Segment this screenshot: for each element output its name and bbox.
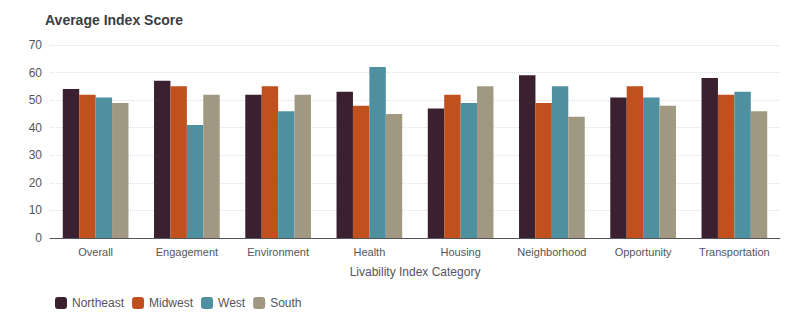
svg-text:Engagement: Engagement: [156, 246, 218, 258]
svg-text:Midwest: Midwest: [149, 296, 194, 310]
svg-text:70: 70: [29, 38, 43, 52]
svg-text:20: 20: [29, 176, 43, 190]
svg-text:Northeast: Northeast: [72, 296, 125, 310]
svg-text:10: 10: [29, 203, 43, 217]
svg-text:Average Index Score: Average Index Score: [45, 12, 183, 28]
svg-text:Health: Health: [353, 246, 385, 258]
svg-text:Overall: Overall: [78, 246, 113, 258]
svg-text:Neighborhood: Neighborhood: [517, 246, 586, 258]
svg-text:30: 30: [29, 148, 43, 162]
svg-text:40: 40: [29, 121, 43, 135]
svg-text:50: 50: [29, 93, 43, 107]
svg-text:Livability Index Category: Livability Index Category: [350, 265, 481, 279]
svg-text:0: 0: [35, 231, 42, 245]
svg-text:Housing: Housing: [440, 246, 480, 258]
svg-text:Opportunity: Opportunity: [615, 246, 672, 258]
svg-text:West: West: [218, 296, 246, 310]
svg-text:Environment: Environment: [247, 246, 309, 258]
svg-text:South: South: [270, 296, 301, 310]
svg-text:60: 60: [29, 66, 43, 80]
svg-text:Transportation: Transportation: [699, 246, 770, 258]
